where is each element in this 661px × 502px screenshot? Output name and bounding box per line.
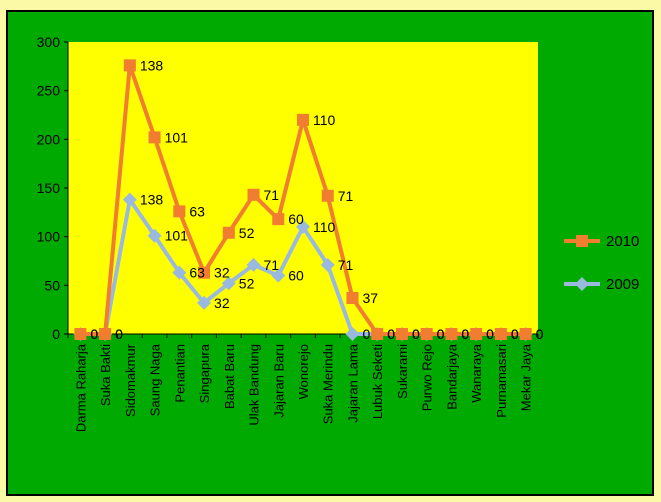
x-tick-label: Wonorejo	[296, 344, 311, 399]
series-2010-point	[124, 59, 136, 71]
x-tick-label: Babat Baru	[222, 344, 237, 409]
x-tick-label: Jajaran Baru	[271, 344, 286, 418]
series-2010-point	[272, 213, 284, 225]
x-tick-label: Saung Naga	[148, 343, 163, 416]
legend-2010-marker	[576, 235, 588, 247]
series-2009-data-label: 60	[288, 268, 304, 284]
series-2010-data-label: 63	[189, 203, 205, 219]
x-tick-label: Purwo Rejo	[420, 344, 435, 411]
series-2010-data-label: 71	[338, 188, 354, 204]
chart-panel: 0 50 100 150 200 250 300 Darma Raharja Suka Bakt…	[6, 10, 654, 496]
y-tick-label: 100	[37, 229, 61, 245]
series-2010-point	[421, 328, 433, 340]
series-2010-point	[445, 328, 457, 340]
series-2010-data-label: 101	[165, 129, 189, 145]
series-2010-data-label: 71	[264, 187, 280, 203]
series-2010-data-label: 37	[362, 290, 378, 306]
series-2009-data-label: 0	[437, 326, 445, 342]
series-2009-data-label: 0	[362, 326, 370, 342]
series-2010-point	[99, 328, 111, 340]
series-2009-data-label: 0	[90, 326, 98, 342]
legend-2009-marker	[575, 277, 589, 291]
series-2010-point	[470, 328, 482, 340]
series-2010-point	[248, 189, 260, 201]
series-2010-data-label: 60	[288, 211, 304, 227]
series-2009-data-label: 0	[511, 326, 519, 342]
series-2009-data-label: 71	[338, 257, 354, 273]
series-2010-point	[173, 205, 185, 217]
series-2009-data-label: 0	[461, 326, 469, 342]
series-2010-data-label: 32	[214, 265, 230, 281]
legend-2009-label: 2009	[606, 276, 639, 293]
x-tick-label: Singapura	[197, 343, 212, 403]
series-2010-point	[495, 328, 507, 340]
series-2010-point	[322, 190, 334, 202]
x-tick-label: Wanaraya	[469, 343, 484, 403]
series-2010-point	[149, 131, 161, 143]
series-2010-point	[371, 328, 383, 340]
x-tick-label: Mekar Jaya	[519, 343, 534, 411]
series-2009-data-label: 101	[165, 228, 189, 244]
series-2009-data-label: 71	[264, 257, 280, 273]
series-2010-point	[297, 114, 309, 126]
x-tick-label: Purnamasari	[494, 344, 509, 418]
series-2009-data-label: 63	[189, 265, 205, 281]
x-tick-label: Sidomakmur	[123, 343, 138, 417]
x-tick-label: Darma Raharja	[73, 343, 88, 432]
series-2009-data-label: 0	[115, 326, 123, 342]
legend-2010-label: 2010	[606, 233, 639, 250]
line-chart: 0 50 100 150 200 250 300 Darma Raharja Suka Bakt…	[8, 12, 654, 496]
y-tick-label: 200	[37, 131, 61, 147]
series-2009-data-label: 138	[140, 192, 164, 208]
series-2009-data-label: 110	[313, 219, 336, 235]
series-2010-point	[346, 292, 358, 304]
y-tick-label: 50	[44, 277, 60, 293]
x-tick-label: Ulak Bandung	[247, 344, 262, 426]
series-2009-data-label: 0	[387, 326, 395, 342]
x-tick-label: Suka Bakti	[98, 344, 113, 406]
series-2010-data-label: 138	[140, 57, 164, 73]
x-tick-label: Lubuk Seketi	[370, 344, 385, 419]
series-2010-point	[223, 227, 235, 239]
series-2010-data-label: 110	[313, 112, 336, 128]
series-2009-data-label: 0	[486, 326, 494, 342]
y-tick-label: 150	[37, 180, 61, 196]
series-2009-data-label: 0	[412, 326, 420, 342]
y-tick-label: 300	[37, 34, 61, 50]
y-tick-label: 0	[52, 326, 60, 342]
series-2009-data-label: 0	[536, 326, 544, 342]
x-tick-label: Sukarami	[395, 344, 410, 399]
x-tick-label: Penantian	[172, 344, 187, 403]
x-tick-label: Bandarjaya	[444, 343, 459, 410]
series-2010-point	[396, 328, 408, 340]
series-2010-point	[74, 328, 86, 340]
series-2009-data-label: 32	[214, 295, 230, 311]
x-tick-label: Suka Merindu	[321, 344, 336, 424]
series-2010-data-label: 52	[239, 225, 255, 241]
series-2010-point	[520, 328, 532, 340]
y-tick-label: 250	[37, 83, 61, 99]
x-tick-label: Jajaran Lama	[345, 343, 360, 423]
series-2009-data-label: 52	[239, 275, 255, 291]
